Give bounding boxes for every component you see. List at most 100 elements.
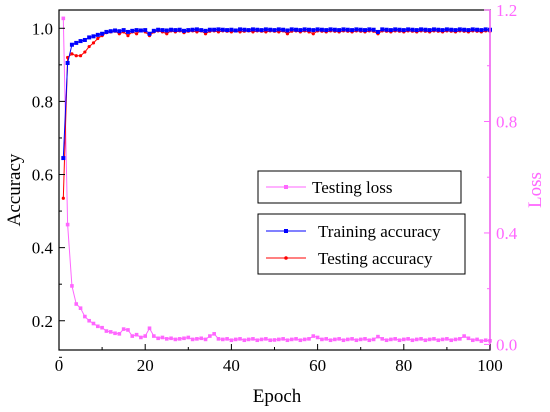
data-point-testing-loss: [453, 337, 458, 342]
data-point-training-accuracy: [440, 28, 445, 33]
data-point-training-accuracy: [108, 29, 113, 34]
data-point-testing-accuracy: [126, 33, 130, 38]
data-point-training-accuracy: [427, 28, 432, 33]
data-point-testing-loss: [130, 334, 135, 338]
data-point-training-accuracy: [302, 27, 307, 32]
data-point-training-accuracy: [358, 27, 363, 32]
data-point-training-accuracy: [78, 39, 83, 44]
data-point-testing-loss: [350, 337, 354, 341]
data-point-testing-loss: [328, 338, 333, 343]
legend-box: [257, 213, 466, 275]
data-point-testing-loss: [87, 318, 91, 323]
data-point-training-accuracy: [259, 28, 264, 33]
data-point-training-accuracy: [69, 42, 74, 47]
data-point-testing-loss: [225, 337, 229, 341]
y-right-tick-label: 1.2: [496, 1, 517, 20]
data-point-testing-loss: [220, 337, 225, 342]
data-point-testing-loss: [458, 337, 462, 341]
legend-label-testing-loss: Testing loss: [312, 178, 393, 197]
data-point-testing-loss: [324, 337, 329, 341]
data-point-training-accuracy: [285, 28, 290, 33]
data-point-testing-accuracy: [203, 32, 208, 36]
series-line-testing-loss: [62, 18, 491, 342]
data-point-training-accuracy: [380, 27, 385, 32]
data-point-training-accuracy: [423, 27, 428, 32]
data-point-testing-accuracy: [96, 36, 100, 41]
data-point-training-accuracy: [276, 27, 281, 32]
data-point-training-accuracy: [164, 28, 169, 33]
data-point-testing-loss: [134, 332, 139, 337]
data-point-testing-loss: [95, 324, 100, 329]
data-point-training-accuracy: [281, 27, 286, 32]
x-axis-title: Epoch: [253, 386, 302, 407]
data-point-training-accuracy: [173, 28, 178, 33]
data-point-testing-accuracy: [134, 32, 139, 36]
data-point-training-accuracy: [95, 32, 100, 37]
data-point-testing-accuracy: [83, 50, 87, 54]
y-right-tick-label: 0.0: [496, 335, 517, 354]
data-point-testing-accuracy: [311, 32, 315, 36]
data-point-testing-loss: [268, 338, 272, 343]
data-point-training-accuracy: [169, 27, 174, 32]
data-point-testing-loss: [264, 337, 268, 341]
data-point-testing-loss: [406, 337, 410, 341]
data-point-testing-loss: [152, 334, 156, 338]
x-tick-label: 100: [477, 356, 503, 375]
data-point-testing-loss: [307, 337, 311, 341]
data-point-training-accuracy: [216, 27, 221, 32]
data-point-testing-loss: [208, 334, 212, 338]
series-testing-loss: [61, 16, 492, 343]
data-point-testing-loss: [169, 336, 173, 341]
data-point-training-accuracy: [298, 28, 303, 33]
data-point-training-accuracy: [65, 61, 70, 66]
y-left-tick-label: 0.2: [32, 312, 53, 331]
data-point-testing-loss: [182, 336, 186, 341]
data-point-testing-accuracy: [285, 32, 290, 36]
data-point-training-accuracy: [401, 28, 406, 33]
y-axis-right-title: Loss: [525, 172, 546, 208]
data-point-training-accuracy: [475, 27, 480, 32]
data-point-testing-loss: [376, 334, 380, 339]
data-point-training-accuracy: [410, 27, 415, 32]
data-point-training-accuracy: [177, 27, 182, 32]
data-point-testing-loss: [70, 284, 74, 288]
data-point-training-accuracy: [233, 28, 238, 33]
data-point-testing-loss: [65, 222, 70, 227]
data-point-training-accuracy: [337, 28, 342, 33]
data-point-training-accuracy: [207, 27, 212, 32]
data-point-training-accuracy: [203, 28, 208, 33]
axes-layer: 0 20 40 60 80 100 0.2 0.4 0.6 0.8 1.0 0.0 0.4 0.8 1.2: [32, 1, 518, 375]
data-point-testing-loss: [436, 338, 441, 343]
data-point-testing-loss: [445, 337, 449, 341]
data-point-training-accuracy: [449, 27, 454, 32]
data-point-training-accuracy: [289, 27, 294, 32]
legend-label-testing-accuracy: Testing accuracy: [318, 249, 433, 268]
data-point-training-accuracy: [457, 27, 462, 32]
data-point-training-accuracy: [315, 27, 320, 32]
y-left-tick-label: 0.4: [32, 239, 54, 258]
data-point-training-accuracy: [143, 28, 148, 33]
data-point-training-accuracy: [393, 27, 398, 32]
data-point-testing-loss: [177, 337, 182, 341]
data-point-training-accuracy: [332, 27, 337, 32]
data-point-testing-loss: [121, 327, 126, 331]
data-point-training-accuracy: [419, 27, 424, 32]
data-point-testing-loss: [402, 337, 406, 342]
data-point-testing-loss: [410, 338, 415, 343]
data-point-testing-loss: [199, 336, 204, 341]
y-right-tick-label: 0.8: [496, 112, 517, 131]
data-point-training-accuracy: [130, 28, 135, 33]
data-point-testing-loss: [108, 330, 113, 334]
data-point-testing-loss: [246, 337, 251, 342]
data-point-testing-accuracy: [165, 32, 169, 36]
data-point-testing-loss: [156, 336, 160, 341]
data-point-testing-loss: [74, 302, 79, 306]
data-point-testing-loss: [139, 335, 143, 340]
data-point-testing-loss: [164, 337, 169, 341]
y-left-tick-label: 0.6: [32, 166, 53, 185]
data-point-testing-loss: [414, 337, 419, 342]
data-point-training-accuracy: [134, 28, 139, 33]
data-point-testing-loss: [272, 338, 277, 342]
data-point-training-accuracy: [220, 27, 225, 32]
data-point-testing-accuracy: [91, 41, 96, 45]
